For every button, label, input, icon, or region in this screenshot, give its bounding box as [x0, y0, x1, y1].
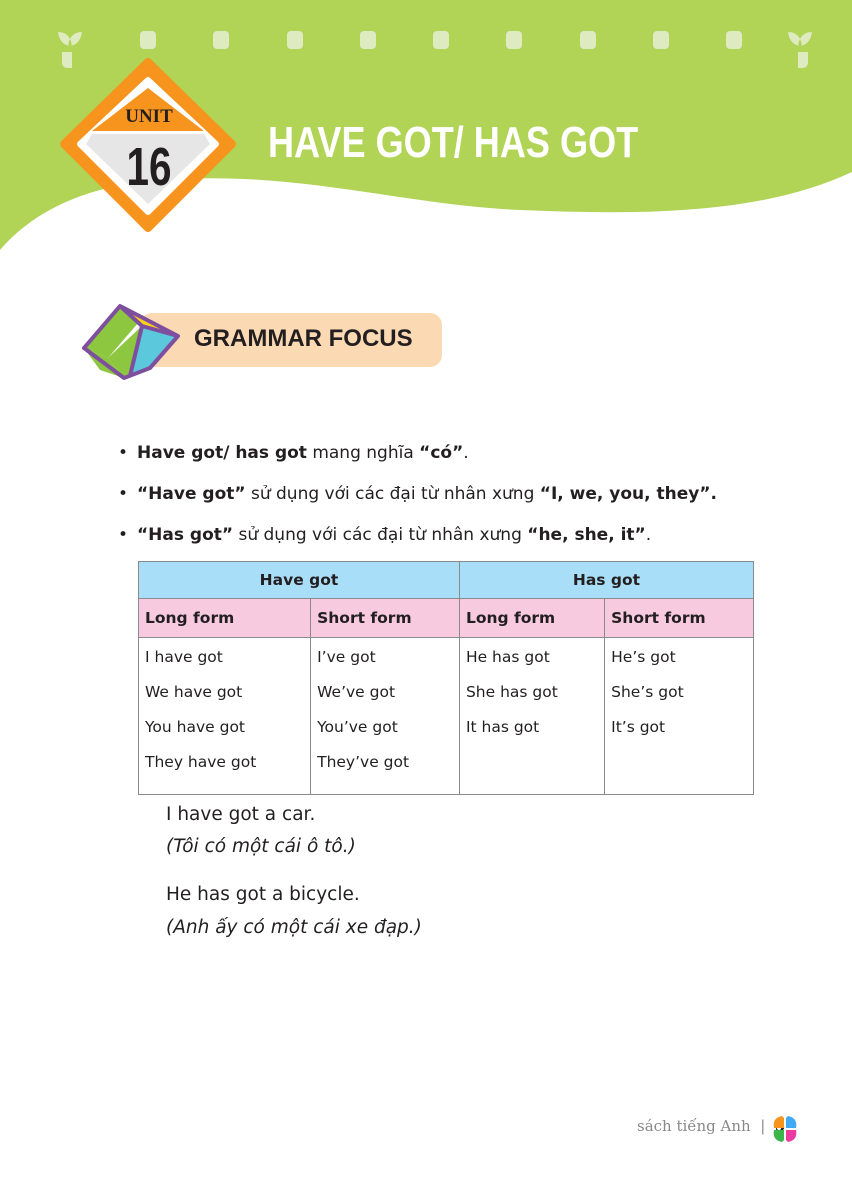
example-translation: (Anh ấy có một cái xe đạp.): [166, 917, 422, 938]
footer: sách tiếng Anh | 5: [637, 1117, 785, 1135]
example-sentence: I have got a car.: [166, 804, 316, 825]
cube-icon: [82, 304, 180, 380]
bullet-item: “Have got” sử dụng với các đại từ nhân x…: [118, 484, 717, 504]
bullet-item: Have got/ has got mang nghĩa “có”.: [118, 443, 469, 463]
unit-badge: [60, 58, 236, 232]
column-header: Long form: [137, 598, 312, 638]
header-banner: [0, 0, 852, 250]
section-banner: [140, 313, 442, 367]
example-translation: (Tôi có một cái ô tô.): [166, 836, 356, 857]
grammar-table: Have got Has got Long form Short form Lo…: [137, 561, 755, 795]
column-header: Short form: [310, 598, 460, 638]
decor-dot: [213, 31, 229, 49]
decor-dot: [726, 31, 742, 49]
bullet-item: “Has got” sử dụng với các đại từ nhân xư…: [118, 525, 651, 545]
table-cell: I have got We have got You have got They ha…: [137, 637, 312, 795]
column-header: Short form: [604, 598, 754, 638]
table-cell: He’s got She’s got It’s got: [604, 637, 754, 795]
leaf-icon: [58, 32, 812, 68]
decor-dot: [287, 31, 303, 49]
logo-flower-icon: [773, 1116, 797, 1142]
unit-label: UNIT: [125, 106, 173, 127]
decor-dot: [653, 31, 669, 49]
example-sentence: He has got a bicycle.: [166, 884, 360, 905]
unit-number: 16: [126, 137, 172, 197]
group-header: Has got: [458, 561, 755, 599]
decor-dot: [506, 31, 522, 49]
page-title: HAVE GOT/ HAS GOT: [268, 118, 639, 167]
section-title: GRAMMAR FOCUS: [194, 325, 413, 352]
table-cell: I’ve got We’ve got You’ve got They’ve got: [310, 637, 460, 795]
decor-dot: [140, 31, 156, 49]
group-header: Have got: [138, 561, 460, 599]
column-header: Long form: [458, 598, 606, 638]
decor-dot: [580, 31, 596, 49]
decor-dot: [433, 31, 449, 49]
table-cell: He has got She has got It has got: [458, 637, 606, 795]
decor-dot: [360, 31, 376, 49]
